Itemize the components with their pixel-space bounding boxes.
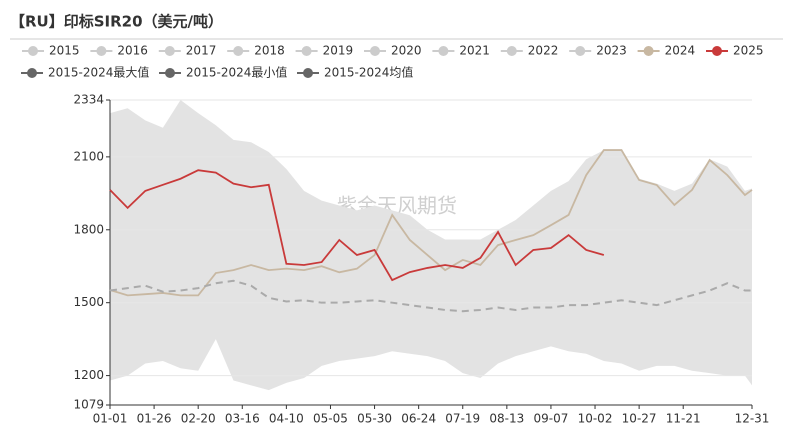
legend-icon [28, 46, 38, 56]
x-tick-label: 10-02 [578, 412, 613, 426]
x-tick-label: 06-24 [401, 412, 436, 426]
legend-icon [506, 46, 517, 56]
legend-label: 2021 [459, 44, 490, 58]
legend-item[interactable]: 2023 [569, 44, 627, 58]
series-line [109, 279, 752, 313]
legend-item[interactable]: 2016 [90, 44, 148, 58]
legend-icon [712, 46, 722, 56]
y-tick-label: 2100 [73, 149, 104, 163]
legend-item[interactable]: 2021 [432, 44, 490, 58]
y-tick-label: 1500 [73, 295, 104, 309]
legend-label: 2022 [528, 44, 559, 58]
x-tick-label: 11-21 [666, 412, 701, 426]
x-tick-label: 03-16 [225, 412, 260, 426]
legend-item[interactable]: 2024 [637, 44, 696, 58]
legend-icon [370, 46, 380, 56]
x-tick-label: 10-27 [622, 412, 657, 426]
y-tick-label: 1800 [73, 222, 104, 236]
legend-label: 2015-2024最大值 [48, 65, 149, 80]
legend-icon [301, 46, 312, 56]
legend-label: 2019 [323, 44, 354, 58]
legend-icon [164, 46, 175, 56]
legend-label: 2015-2024最小值 [186, 65, 287, 80]
x-tick-label: 07-19 [445, 412, 480, 426]
legend-label: 2015-2024均值 [324, 65, 413, 80]
legend-item[interactable]: 2015-2024最小值 [159, 65, 287, 80]
y-tick-label: 2334 [73, 93, 104, 107]
range-band [110, 100, 752, 391]
legend-item[interactable]: 2015-2024均值 [297, 65, 413, 80]
series-line [109, 149, 753, 297]
legend-icon [303, 68, 313, 78]
legend-item[interactable]: 2015-2024最大值 [21, 65, 149, 80]
legend-icon [96, 46, 107, 56]
x-tick-label: 09-07 [533, 412, 568, 426]
legend-label: 2023 [596, 44, 627, 58]
legend-icon [27, 68, 37, 78]
legend-label: 2015 [49, 44, 80, 58]
chart-title: 【RU】印标SIR20（美元/吨） [10, 13, 223, 31]
x-tick-label: 05-30 [357, 412, 392, 426]
legend-icon [438, 46, 449, 56]
legend-icon [575, 46, 586, 56]
x-tick-label: 04-10 [269, 412, 304, 426]
x-tick-label: 02-20 [181, 412, 216, 426]
legend-item[interactable]: 2022 [500, 44, 559, 58]
x-tick-label: 08-13 [489, 412, 524, 426]
x-tick-label: 12-31 [735, 412, 770, 426]
legend-item[interactable]: 2019 [295, 44, 354, 58]
legend-label: 2025 [733, 44, 764, 58]
legend-icon [233, 46, 244, 56]
x-tick-label: 01-26 [137, 412, 172, 426]
legend-item[interactable]: 2025 [706, 44, 764, 58]
legend-item[interactable]: 2015 [22, 44, 80, 58]
legend-icon [643, 46, 654, 56]
series-line [109, 169, 605, 282]
legend-item[interactable]: 2020 [364, 44, 422, 58]
legend-item[interactable]: 2017 [158, 44, 217, 58]
legend-icon [165, 68, 175, 78]
x-tick-label: 01-01 [93, 412, 128, 426]
legend-label: 2017 [186, 44, 217, 58]
x-tick-label: 05-05 [313, 412, 348, 426]
y-tick-label: 1079 [73, 398, 104, 412]
legend-label: 2018 [254, 44, 285, 58]
legend-label: 2020 [391, 44, 422, 58]
y-tick-label: 1200 [73, 368, 104, 382]
legend-label: 2024 [665, 44, 696, 58]
legend-label: 2016 [117, 44, 148, 58]
legend-item[interactable]: 2018 [227, 44, 285, 58]
